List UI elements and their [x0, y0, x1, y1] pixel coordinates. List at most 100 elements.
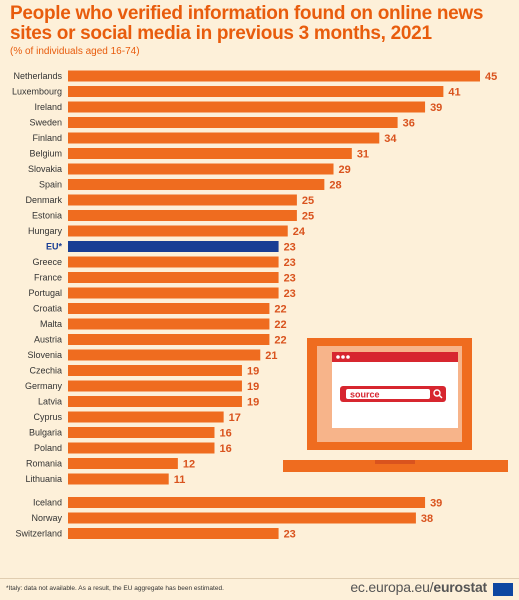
value-label: 31 [357, 149, 369, 161]
footer-site-prefix: ec.europa.eu/ [350, 579, 434, 595]
bar-chart: Netherlands 45 Luxembourg 41 Ireland 39 Sweden… [12, 70, 508, 541]
bar [68, 334, 270, 345]
bar [68, 512, 416, 524]
category-label: Switzerland [15, 529, 62, 539]
search-text: source [350, 390, 380, 400]
category-label: Poland [34, 443, 62, 453]
value-label: 19 [247, 397, 259, 409]
browser-titlebar [332, 352, 458, 362]
bar [68, 101, 426, 113]
bar [68, 442, 215, 454]
category-label: Portugal [28, 288, 62, 298]
value-label: 23 [284, 242, 296, 254]
bar [68, 396, 242, 407]
footer-divider [0, 578, 519, 579]
category-label: Czechia [29, 366, 62, 376]
bar [68, 86, 444, 97]
value-label: 25 [302, 195, 314, 207]
value-label: 19 [247, 381, 259, 393]
browser-dot-icon [341, 355, 345, 359]
value-label: 24 [293, 226, 306, 238]
category-label: Finland [32, 133, 62, 143]
value-label: 23 [284, 288, 296, 300]
value-label: 41 [448, 87, 460, 99]
bar [68, 528, 279, 539]
bar [68, 256, 279, 268]
value-label: 29 [339, 164, 351, 176]
bar [68, 365, 242, 376]
category-label: Iceland [33, 498, 62, 508]
value-label: 23 [284, 529, 296, 541]
bar [68, 272, 279, 283]
bar [68, 70, 480, 82]
category-label: EU* [46, 242, 63, 252]
chart-title: People who verified information found on… [10, 3, 484, 44]
category-label: Slovenia [27, 350, 62, 360]
bar [68, 194, 297, 206]
category-label: Cyprus [33, 412, 62, 422]
browser-dot-icon [336, 355, 340, 359]
bar [68, 210, 297, 221]
value-label: 22 [274, 335, 286, 347]
search-field [346, 389, 430, 399]
value-label: 25 [302, 211, 314, 223]
value-label: 36 [403, 118, 415, 130]
value-label: 22 [274, 304, 286, 316]
bar [68, 497, 426, 508]
bar [68, 287, 279, 299]
footer-site[interactable]: ec.europa.eu/eurostat [350, 579, 487, 595]
bar [68, 349, 261, 361]
bar [68, 148, 352, 159]
bar [68, 380, 242, 392]
category-label: Lithuania [25, 474, 62, 484]
bar [68, 225, 288, 237]
category-label: Luxembourg [12, 87, 62, 97]
value-label: 12 [183, 459, 195, 471]
value-label: 11 [174, 474, 186, 486]
category-label: Sweden [29, 118, 62, 128]
value-label: 23 [284, 257, 296, 269]
browser-dot-icon [346, 355, 350, 359]
category-label: Croatia [33, 304, 62, 314]
laptop-illustration: source [283, 338, 508, 472]
value-label: 45 [485, 71, 497, 83]
category-label: Germany [25, 381, 63, 391]
chart-subtitle: (% of individuals aged 16-74) [10, 46, 140, 57]
search-icon [433, 389, 441, 397]
category-label: Denmark [25, 195, 62, 205]
eu-bar [68, 241, 279, 252]
bar [68, 132, 380, 144]
eu-flag-icon [493, 583, 513, 596]
laptop-base [283, 460, 508, 472]
laptop-notch [375, 460, 415, 464]
category-label: Belgium [29, 149, 62, 159]
category-label: Ireland [34, 102, 62, 112]
bar [68, 411, 224, 423]
category-label: Austria [34, 335, 62, 345]
category-label: Malta [40, 319, 62, 329]
value-label: 39 [430, 498, 442, 510]
value-label: 21 [265, 350, 277, 362]
bars-layer: Netherlands 45 Luxembourg 41 Ireland 39 Sweden… [12, 70, 497, 541]
footnote: *Italy: data not available. As a result,… [6, 585, 224, 592]
bar [68, 179, 325, 190]
value-label: 19 [247, 366, 259, 378]
category-label: Norway [31, 513, 62, 523]
bar [68, 473, 169, 485]
bar [68, 318, 270, 330]
category-label: Greece [32, 257, 62, 267]
category-label: Estonia [32, 211, 62, 221]
value-label: 23 [284, 273, 296, 285]
category-label: Slovakia [28, 164, 62, 174]
category-label: France [34, 273, 62, 283]
bar [68, 117, 398, 128]
value-label: 34 [384, 133, 397, 145]
footer-site-brand: eurostat [433, 579, 487, 595]
bar [68, 163, 334, 175]
bar [68, 303, 270, 314]
category-label: Spain [39, 180, 62, 190]
category-label: Netherlands [13, 71, 62, 81]
value-label: 16 [219, 428, 231, 440]
value-label: 38 [421, 513, 433, 525]
value-label: 16 [219, 443, 231, 455]
